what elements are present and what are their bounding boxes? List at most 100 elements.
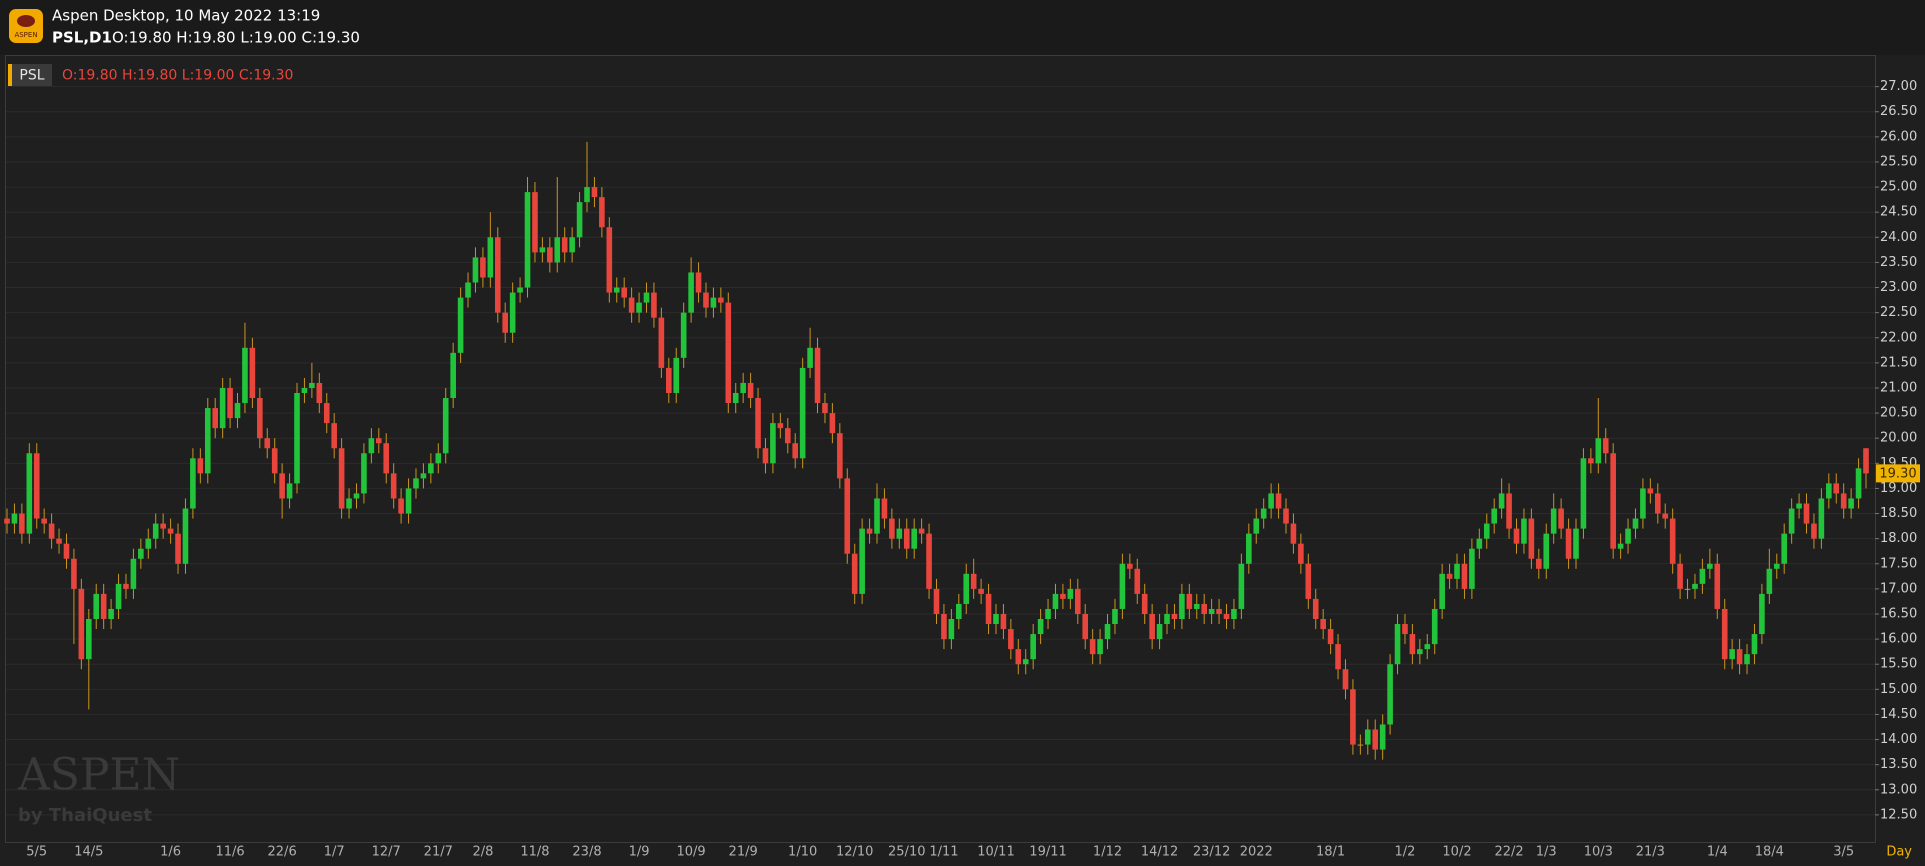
candle-body [1052,593,1059,609]
x-tick-label: 10/9 [677,845,706,860]
candle-body [1424,644,1431,650]
candle-body [398,498,404,514]
legend-symbol-box [12,64,52,86]
candle-body [227,387,233,419]
candle-body [130,558,137,589]
candle-body [301,387,308,394]
candle-body [271,448,278,474]
x-tick-label: 1/2 [1395,845,1416,860]
candle-body [1580,458,1587,529]
candle-body [1394,624,1401,665]
y-tick-label: 18.50 [1880,506,1917,521]
candle-body [658,317,665,368]
candle-body [1305,563,1312,599]
candle-body [666,367,672,394]
candle-body [1008,629,1014,650]
candle-body [747,382,754,399]
candle-body [1119,563,1126,609]
candle-body [1364,729,1371,745]
candle-body [740,382,746,394]
candle-body [978,588,984,594]
candle-body [1141,593,1148,614]
logo-text: ASPEN [14,31,37,39]
candle-body [494,237,501,313]
candle-body [1268,493,1274,509]
app-title: Aspen Desktop, 10 May 2022 13:19 [52,7,320,25]
y-tick-label: 24.50 [1880,205,1917,220]
candle-body [1283,508,1289,524]
x-tick-label: 1/12 [1093,845,1122,860]
candle-body [323,403,330,424]
candle-body [837,433,843,479]
x-tick-label: 1/10 [788,845,817,860]
candle-body [368,438,375,454]
candle-body [457,297,464,353]
candle-body [1022,659,1029,665]
symbol-period: PSL,D1 [52,29,112,47]
x-tick-label: 12/7 [372,845,401,860]
candle-body [502,312,509,333]
candle-body [1253,518,1260,534]
candle-body [249,347,256,399]
y-tick-label: 12.50 [1880,807,1917,822]
candle-body [866,528,873,534]
candle-body [1543,533,1550,569]
candle-body [688,272,694,313]
x-tick-label: 1/7 [324,845,345,860]
candle-body [1759,593,1765,635]
candle-body [100,593,107,620]
candle-body [353,493,360,499]
candle-body [1357,744,1364,746]
candle-body [718,297,724,303]
candle-body [1521,518,1527,544]
x-tick-label: 25/10 [888,845,925,860]
candle-body [1751,634,1758,655]
candle-body [160,523,166,529]
candle-body [361,453,367,494]
candle-body [376,438,382,444]
x-tick-label: 12/10 [836,845,873,860]
candle-body [1127,563,1133,569]
candle-body [1097,639,1103,655]
candle-body [204,408,211,474]
y-tick-label: 17.50 [1880,556,1917,571]
candle-body [695,272,702,293]
candle-body [1298,543,1304,564]
candle-body [405,488,412,514]
candle-body [1595,438,1602,464]
x-tick-label: 22/6 [268,845,297,860]
y-tick-label: 21.50 [1880,355,1917,370]
x-tick-label: 21/9 [729,845,758,860]
candle-body [1417,649,1423,655]
candle-body [1684,588,1691,590]
candle-body [197,458,204,474]
x-tick-label: 1/11 [929,845,958,860]
candle-body [926,533,932,589]
candle-body [1826,483,1832,499]
candle-body [807,347,813,368]
candle-body [108,608,114,620]
candle-body [948,619,955,640]
candle-body [26,453,33,534]
candle-body [829,413,836,434]
x-tick-label: 1/4 [1707,845,1728,860]
candle-body [1558,508,1564,529]
candle-body [1246,533,1252,564]
y-tick-label: 16.50 [1880,606,1917,621]
candle-body [1513,528,1520,544]
candle-body [524,192,531,288]
x-tick-label: 14/12 [1141,845,1178,860]
candle-body [584,187,590,203]
candle-body [517,287,523,293]
candle-body [1335,644,1341,670]
candle-body [532,192,538,253]
x-tick-label: 10/2 [1442,845,1471,860]
candle-body [613,287,620,293]
candle-body [1446,573,1453,579]
candle-body [554,237,561,263]
candle-body [123,583,129,589]
candle-body [1312,598,1319,620]
candle-body [19,513,25,534]
